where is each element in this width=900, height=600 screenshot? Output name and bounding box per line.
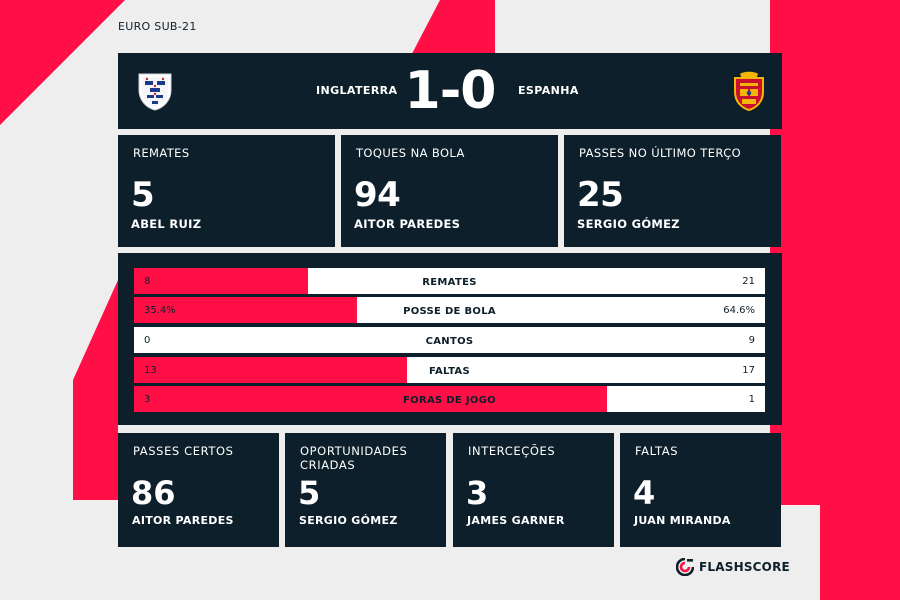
stat-player: SERGIO GÓMEZ	[299, 514, 398, 527]
comparison-row: 35.4% POSSE DE BOLA 64.6%	[134, 297, 765, 323]
comparison-label: POSSE DE BOLA	[403, 306, 496, 317]
stat-value: 94	[354, 175, 401, 215]
highlight-stat-card: TOQUES NA BOLA 94 AITOR PAREDES	[341, 135, 558, 247]
stat-title: REMATES	[133, 146, 190, 160]
stat-value: 5	[131, 175, 155, 215]
stat-player: SERGIO GÓMEZ	[577, 217, 680, 231]
comparison-label: FALTAS	[429, 366, 470, 377]
highlight-stat-card: REMATES 5 ABEL RUIZ	[118, 135, 335, 247]
stat-title: FALTAS	[635, 444, 679, 458]
stat-player: JUAN MIRANDA	[634, 514, 731, 527]
home-share-bar	[134, 357, 408, 383]
england-crest-icon	[134, 70, 176, 112]
home-value: 0	[144, 335, 151, 346]
stat-title: INTERCEÇÕES	[468, 444, 556, 458]
flashscore-brand[interactable]: FLASHSCORE	[676, 556, 790, 578]
home-team-name: INGLATERRA	[316, 84, 398, 97]
spain-crest-icon	[728, 70, 770, 112]
comparison-label: CANTOS	[425, 336, 474, 347]
stat-player: AITOR PAREDES	[132, 514, 234, 527]
away-value: 9	[748, 335, 755, 346]
stat-player: JAMES GARNER	[467, 514, 565, 527]
home-value: 3	[144, 394, 151, 405]
brand-name: FLASHSCORE	[699, 560, 790, 574]
competition-label: EURO SUB-21	[118, 20, 197, 33]
stat-player: AITOR PAREDES	[354, 217, 461, 231]
home-value: 8	[144, 276, 151, 287]
home-share-bar	[134, 386, 608, 412]
highlight-stat-card: PASSES NO ÚLTIMO TERÇO 25 SERGIO GÓMEZ	[564, 135, 781, 247]
home-share-bar	[134, 268, 309, 294]
flashscore-logo-icon	[676, 558, 694, 576]
away-team-name: ESPANHA	[518, 84, 579, 97]
comparison-row: 8 REMATES 21	[134, 268, 765, 294]
home-value: 13	[144, 365, 157, 376]
comparison-row: 13 FALTAS 17	[134, 357, 765, 383]
stat-value: 86	[131, 474, 176, 512]
away-value: 21	[742, 276, 755, 287]
comparison-row: 3 FORAS DE JOGO 1	[134, 386, 765, 412]
away-value: 1	[748, 394, 755, 405]
stat-player: ABEL RUIZ	[131, 217, 202, 231]
player-stat-card: OPORTUNIDADES CRIADAS 5 SERGIO GÓMEZ	[285, 433, 446, 547]
home-value: 35.4%	[144, 305, 176, 316]
comparison-label: REMATES	[422, 277, 477, 288]
stat-value: 3	[466, 474, 489, 512]
player-stat-card: INTERCEÇÕES 3 JAMES GARNER	[453, 433, 614, 547]
stat-value: 5	[298, 474, 321, 512]
score-panel: INGLATERRA 1-0 ESPANHA	[118, 53, 782, 129]
match-score: 1-0	[404, 61, 497, 121]
stat-title: PASSES CERTOS	[133, 444, 234, 458]
comparison-label: FORAS DE JOGO	[403, 395, 496, 406]
stat-value: 4	[633, 474, 656, 512]
comparison-row: 0 CANTOS 9	[134, 327, 765, 353]
player-stat-card: PASSES CERTOS 86 AITOR PAREDES	[118, 433, 279, 547]
home-share-bar	[134, 297, 358, 323]
stat-title: OPORTUNIDADES CRIADAS	[300, 444, 408, 472]
comparison-panel: 8 REMATES 21 35.4% POSSE DE BOLA 64.6% 0…	[118, 253, 782, 425]
stat-title: TOQUES NA BOLA	[356, 146, 465, 160]
stat-title: PASSES NO ÚLTIMO TERÇO	[579, 146, 742, 160]
away-value: 64.6%	[723, 305, 755, 316]
player-stat-card: FALTAS 4 JUAN MIRANDA	[620, 433, 781, 547]
away-value: 17	[742, 365, 755, 376]
stat-value: 25	[577, 175, 624, 215]
